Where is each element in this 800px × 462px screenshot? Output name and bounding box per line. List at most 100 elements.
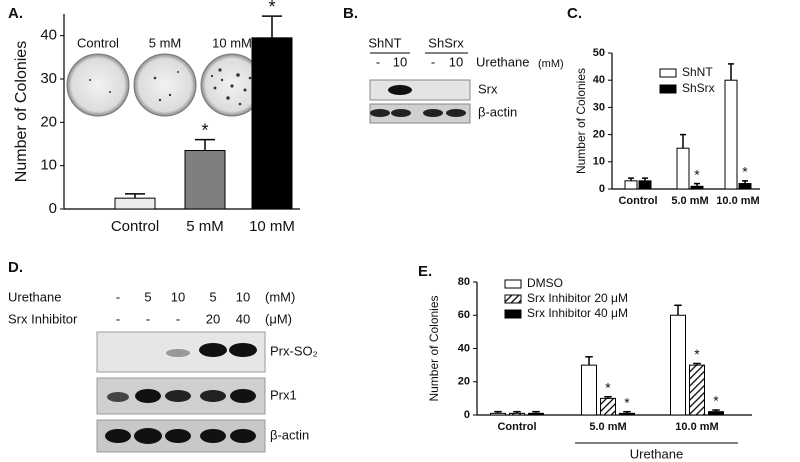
y-tick-label: 30 [40,70,57,87]
lane-label: - [116,289,120,304]
legend-swatch [504,279,522,289]
y-axis-label: Number of Colonies [13,41,30,182]
lane-label: 40 [236,311,250,326]
unit-label: (μM) [265,311,292,326]
significance-mark: * [201,120,208,140]
y-tick-label: 20 [40,113,57,130]
bar [689,364,705,416]
y-tick-label: 10 [40,157,57,174]
row-label: Prx-SO₂ [270,343,318,358]
y-tick-label: 40 [458,342,470,354]
inset-label: 5 mM [149,35,182,50]
bar [114,197,156,210]
bar [708,411,724,416]
bar [581,364,597,416]
inset-label: Control [77,35,119,50]
bar [619,412,635,416]
significance-mark: * [624,394,630,410]
y-tick-label: 20 [458,376,470,388]
x-tick-label: 10 mM [249,218,295,235]
significance-mark: * [713,393,719,409]
significance-mark: * [742,164,748,180]
y-tick-label: 0 [464,409,470,421]
legend-label: Srx Inhibitor 40 μM [527,306,628,320]
panel-label: B. [343,5,358,22]
bar [638,180,652,190]
bar [184,150,226,210]
bar [624,180,638,190]
lane-label: 20 [206,311,220,326]
blot-b: ShNT ShSrx - 10 - 10 Urethane (mM) Srx β… [368,35,564,124]
legend-label: ShNT [682,65,713,79]
lane-label: 5 [144,289,151,304]
treatment-label: Srx Inhibitor [8,311,78,326]
y-tick-label: 0 [49,200,57,217]
panel-label: A. [8,5,23,22]
x-tick-label: Control [111,218,159,235]
y-tick-label: 40 [40,27,57,44]
blot-d: Urethane Srx Inhibitor - 5 10 5 10 - - -… [8,289,318,453]
significance-mark: * [694,346,700,362]
panel-label: E. [418,263,432,280]
bar [690,185,704,190]
bar [738,183,752,190]
y-tick-label: 50 [593,47,605,59]
treatment-label: Urethane [8,289,61,304]
x-tick-label: 10.0 mM [675,421,718,433]
group-label: ShNT [368,35,401,50]
y-tick-label: 0 [599,183,605,195]
legend-label: Srx Inhibitor 20 μM [527,291,628,305]
x-tick-label: 5 mM [186,218,224,235]
legend-swatch [659,68,677,78]
unit-label: (mM) [265,289,295,304]
y-tick-label: 40 [593,74,605,86]
bar [251,37,293,210]
x-tick-label: 5.0 mM [589,421,626,433]
legend-label: ShSrx [682,81,715,95]
row-label: β-actin [478,104,517,119]
legend-label: DMSO [527,276,563,290]
lane-label: - [176,311,180,326]
inset-label: 10 mM [212,35,252,50]
treatment-label: Urethane [476,54,529,69]
lane-label: - [146,311,150,326]
lane-label: 10 [449,54,463,69]
bar [490,412,506,416]
lane-label: - [431,54,435,69]
row-label: Srx [478,81,498,96]
lane-label: 10 [393,54,407,69]
bar [676,147,690,190]
y-axis-label: Number of Colonies [427,295,441,401]
x-tick-label: Control [618,195,657,207]
y-tick-label: 60 [458,309,470,321]
x-tick-label: 10.0 mM [716,195,759,207]
lane-label: 10 [171,289,185,304]
legend-swatch [504,294,522,304]
lane-label: - [376,54,380,69]
legend-swatch [504,309,522,319]
unit-label: (mM) [538,58,564,70]
bar [600,397,616,416]
group-label: ShSrx [428,35,464,50]
panel-label: D. [8,259,23,276]
y-tick-label: 80 [458,276,470,288]
bar [528,412,544,416]
significance-mark: * [694,166,700,182]
legend-swatch [659,84,677,94]
significance-mark: * [268,0,275,17]
lane-label: - [116,311,120,326]
y-tick-label: 10 [593,156,605,168]
x-tick-label: 5.0 mM [671,195,708,207]
panel-label: C. [567,5,582,22]
significance-mark: * [605,379,611,395]
row-label: β-actin [270,427,309,442]
row-label: Prx1 [270,387,297,402]
x-tick-label: Control [497,421,536,433]
lane-label: 10 [236,289,250,304]
y-tick-label: 30 [593,101,605,113]
lane-label: 5 [209,289,216,304]
y-axis-label: Number of Colonies [574,68,588,174]
dish-inset [66,53,264,117]
bar [509,412,525,416]
